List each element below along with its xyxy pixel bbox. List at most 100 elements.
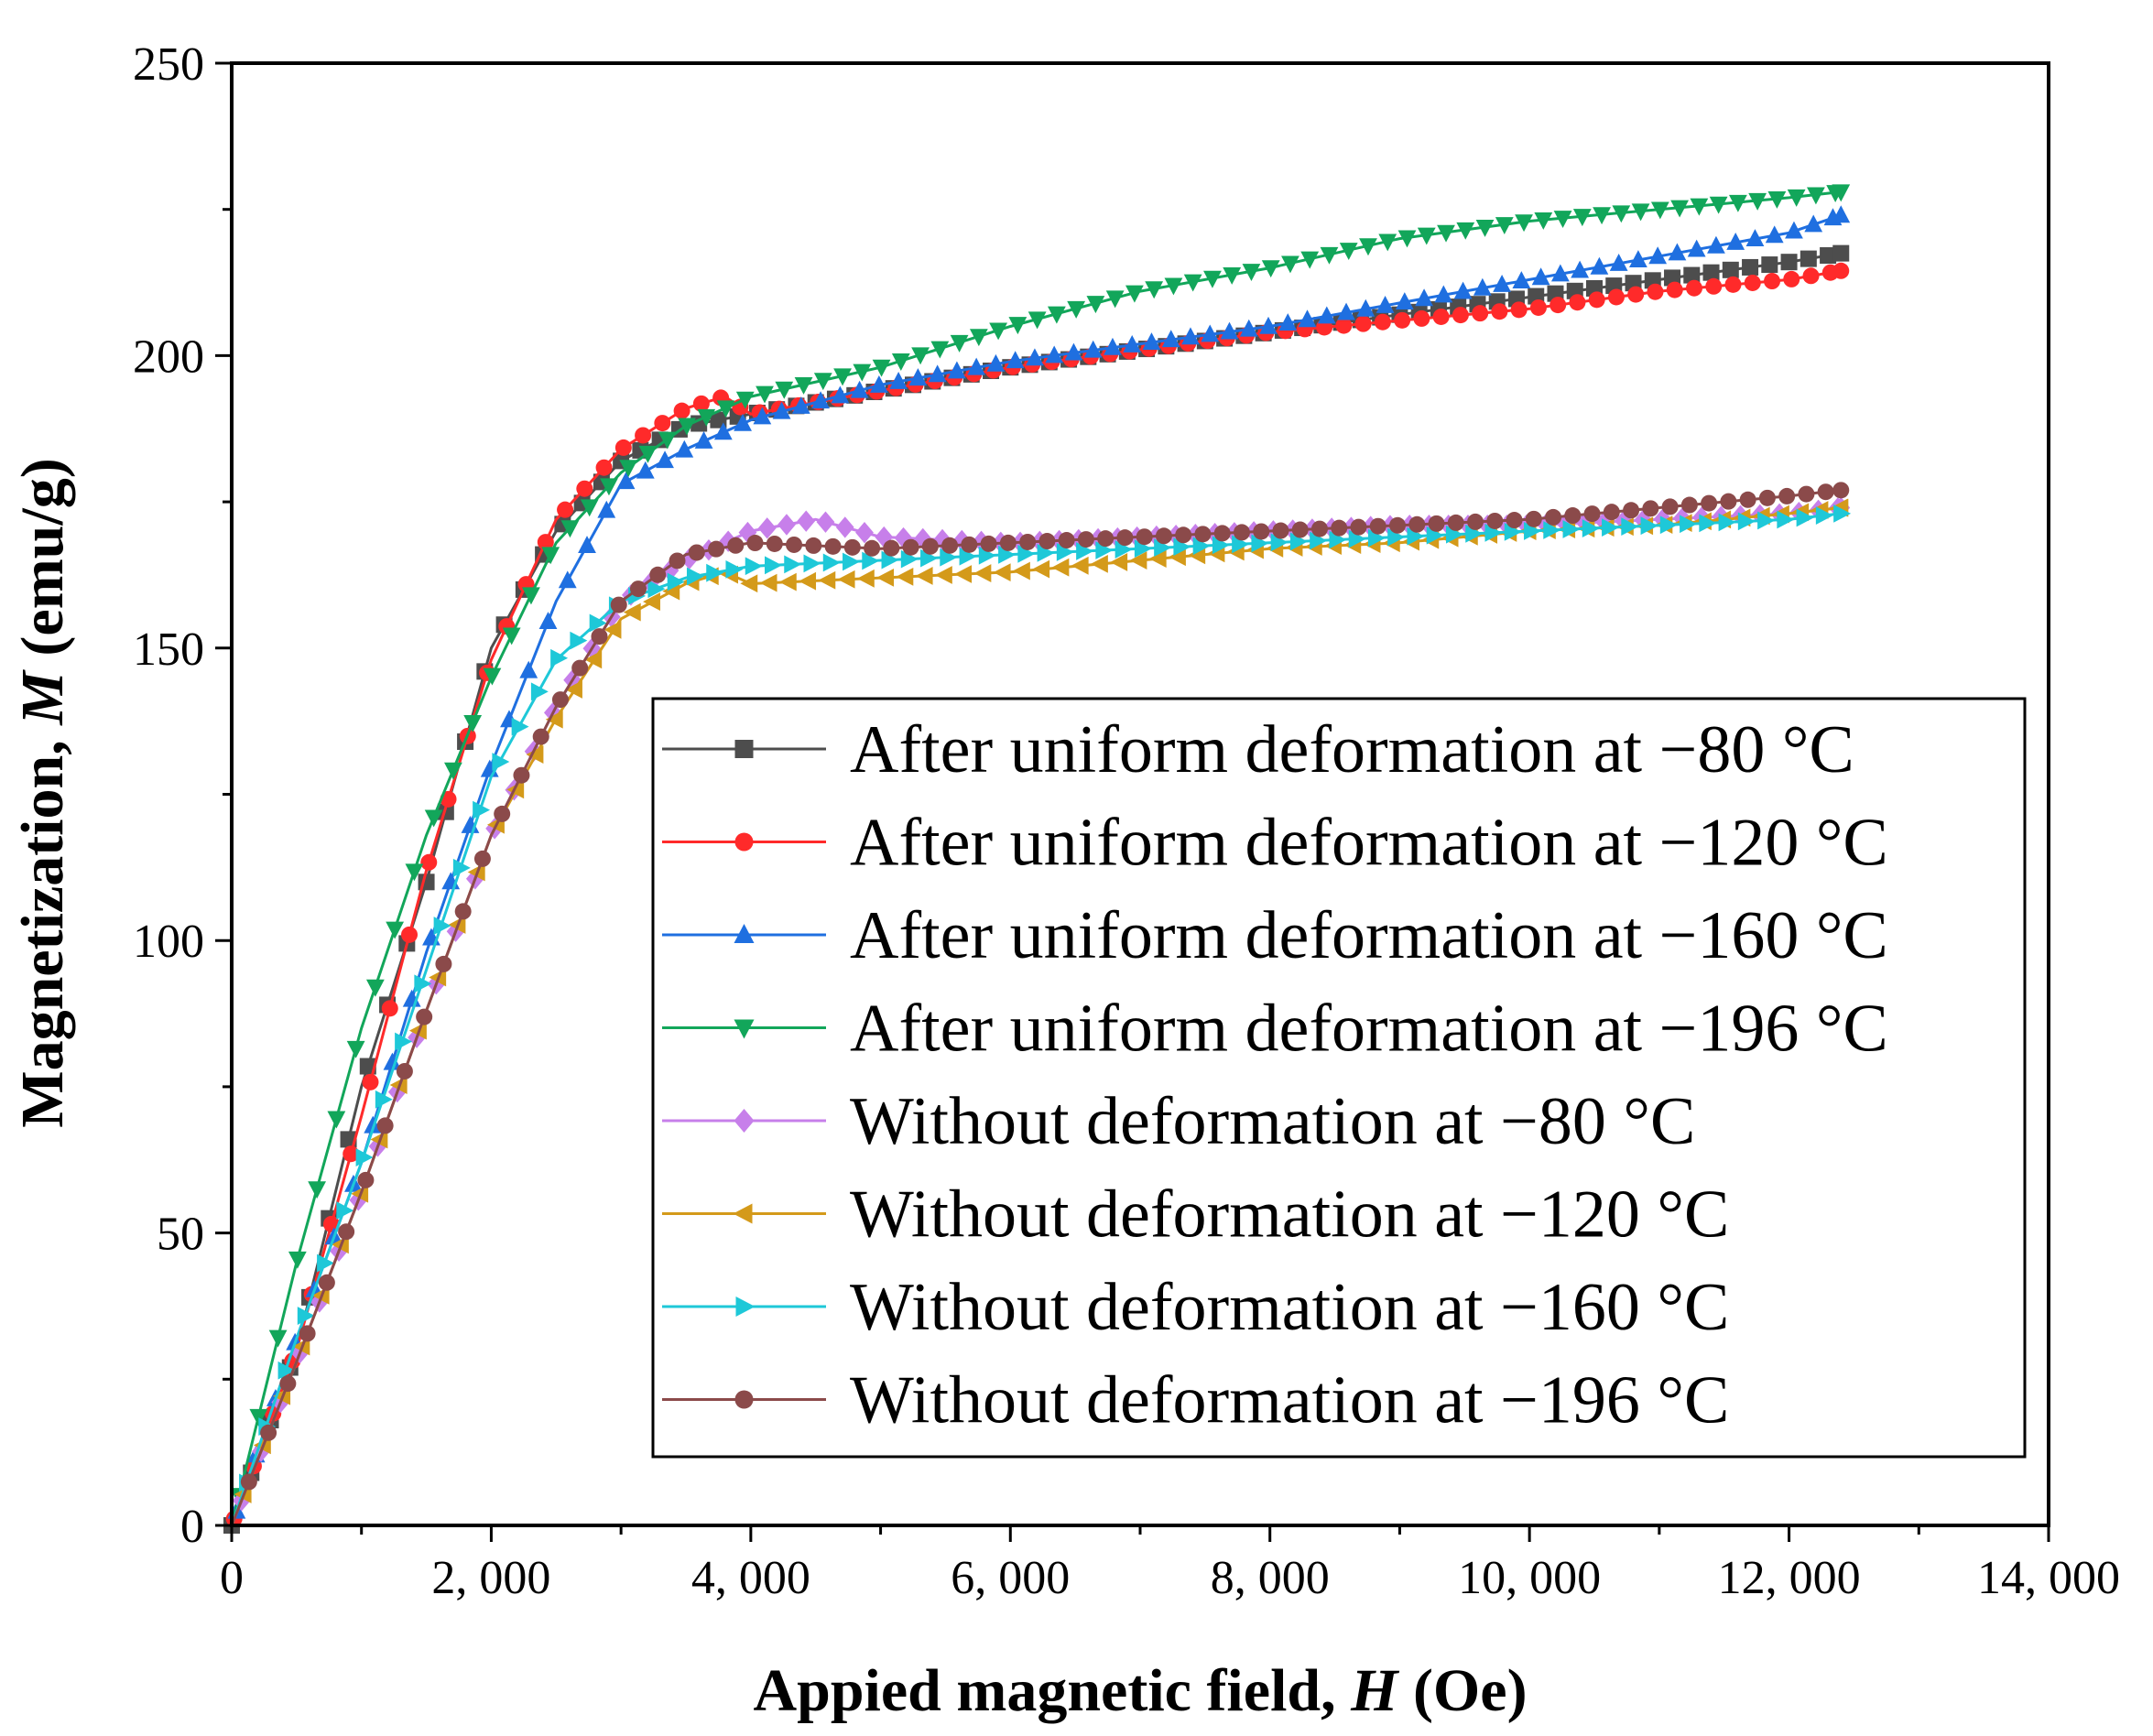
data-point-marker xyxy=(706,563,724,582)
data-point-marker xyxy=(638,445,658,463)
data-point-marker xyxy=(778,572,797,591)
data-point-marker xyxy=(541,547,560,565)
x-tick-label: 8, 000 xyxy=(1211,1552,1330,1604)
data-point-marker xyxy=(1832,244,1850,262)
data-point-marker xyxy=(1437,224,1455,243)
data-point-marker xyxy=(1832,262,1850,279)
data-point-marker xyxy=(502,627,521,646)
legend-entry: Without deformation at −80 °C xyxy=(662,1084,1695,1159)
data-point-marker xyxy=(1064,342,1083,361)
data-point-marker xyxy=(1796,508,1814,527)
data-point-marker xyxy=(1300,251,1320,269)
data-point-marker xyxy=(1648,246,1668,265)
data-point-marker xyxy=(692,395,710,412)
data-point-marker xyxy=(1037,544,1055,562)
data-point-marker xyxy=(1129,551,1147,570)
data-point-marker xyxy=(1095,541,1114,559)
data-point-marker xyxy=(986,353,1006,372)
data-point-marker xyxy=(1339,243,1358,260)
data-point-marker xyxy=(669,552,686,570)
data-point-marker xyxy=(978,546,996,565)
data-point-marker xyxy=(1076,542,1094,560)
data-point-marker xyxy=(850,380,869,398)
data-point-marker xyxy=(1105,290,1125,309)
data-point-marker xyxy=(1707,235,1725,254)
data-point-marker xyxy=(1832,184,1851,202)
data-point-marker xyxy=(1550,264,1570,282)
data-point-marker xyxy=(1175,526,1192,544)
legend: After uniform deformation at −80 °C After… xyxy=(651,697,2027,1459)
data-point-marker xyxy=(1310,531,1328,550)
data-point-marker xyxy=(1008,317,1028,335)
data-point-marker xyxy=(818,570,836,590)
data-point-marker xyxy=(279,1375,297,1393)
data-point-marker xyxy=(1764,273,1781,290)
data-point-marker xyxy=(952,529,972,552)
data-point-marker xyxy=(1787,189,1806,207)
data-point-marker xyxy=(759,573,777,592)
data-point-marker xyxy=(1666,281,1683,298)
data-point-marker xyxy=(766,535,783,552)
data-point-marker xyxy=(908,368,928,386)
data-point-marker xyxy=(635,427,652,444)
data-point-marker xyxy=(1628,250,1647,268)
data-point-marker xyxy=(1486,512,1504,529)
data-point-marker xyxy=(260,1424,277,1441)
data-point-marker xyxy=(1134,539,1152,559)
data-point-marker xyxy=(708,540,725,558)
data-point-marker xyxy=(1702,264,1720,281)
data-point-marker xyxy=(989,322,1008,341)
data-point-marker xyxy=(896,567,914,586)
data-point-marker xyxy=(658,431,677,450)
x-tick-label: 10, 000 xyxy=(1458,1552,1601,1604)
legend-box xyxy=(651,697,2027,1459)
data-point-marker xyxy=(1104,337,1122,355)
data-point-marker xyxy=(623,602,641,622)
data-point-marker xyxy=(1154,538,1172,558)
data-point-marker xyxy=(973,564,992,582)
data-point-marker xyxy=(511,717,529,736)
data-point-marker xyxy=(933,528,951,551)
data-point-marker xyxy=(268,1329,288,1348)
data-point-marker xyxy=(697,408,716,427)
data-point-marker xyxy=(1583,505,1601,523)
data-point-marker xyxy=(1192,537,1211,556)
data-point-marker xyxy=(954,565,973,583)
legend-marker xyxy=(734,924,755,943)
y-axis-title-prefix: Magnetization, xyxy=(9,725,76,1128)
data-point-marker xyxy=(1504,523,1522,541)
data-point-marker xyxy=(571,659,589,677)
data-point-marker xyxy=(1603,504,1620,521)
data-point-marker xyxy=(1621,517,1639,537)
data-point-marker xyxy=(322,1215,340,1232)
data-point-marker xyxy=(1447,514,1464,531)
data-point-marker xyxy=(1550,297,1567,314)
data-point-marker xyxy=(1116,529,1134,547)
data-point-marker xyxy=(1194,526,1212,543)
legend-marker xyxy=(733,1203,753,1224)
data-point-marker xyxy=(452,858,471,877)
data-point-marker xyxy=(600,478,618,496)
legend-marker xyxy=(734,1390,754,1409)
data-point-marker xyxy=(1445,525,1463,544)
data-point-marker xyxy=(1032,559,1050,579)
data-point-marker xyxy=(1203,270,1222,288)
data-point-marker xyxy=(1428,515,1445,532)
data-point-marker xyxy=(1348,529,1366,548)
data-point-marker xyxy=(580,499,599,517)
data-point-marker xyxy=(636,461,655,479)
x-axis-title-symbol: H xyxy=(1350,1657,1400,1724)
data-point-marker xyxy=(537,534,554,551)
data-point-marker xyxy=(643,592,660,611)
data-point-marker xyxy=(1728,194,1747,212)
data-point-marker xyxy=(1350,518,1367,536)
data-point-marker xyxy=(1145,281,1164,299)
data-point-marker xyxy=(1525,510,1542,527)
series-7 xyxy=(230,504,1852,1526)
data-point-marker xyxy=(791,396,810,414)
data-point-marker xyxy=(1804,214,1823,233)
legend-entry: Without deformation at −120 °C xyxy=(662,1177,1729,1253)
data-point-marker xyxy=(1640,516,1658,536)
data-point-marker xyxy=(1270,533,1289,552)
